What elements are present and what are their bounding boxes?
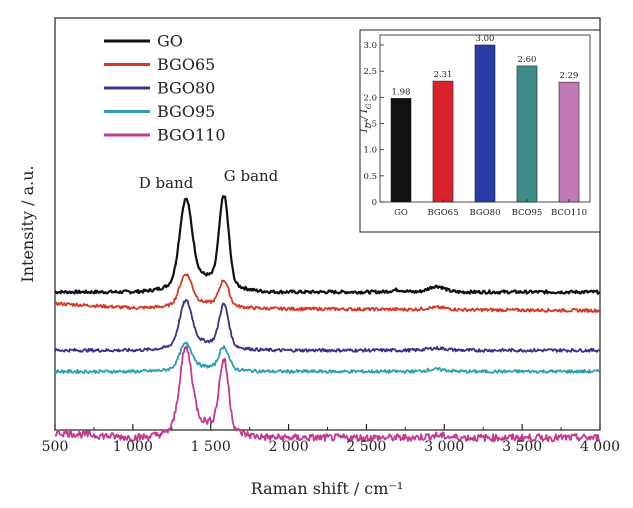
inset-y-tick-label: 0 (372, 198, 377, 208)
inset-y-tick-label: 1.0 (363, 146, 377, 156)
inset-y-tick-label: 3.0 (363, 41, 377, 51)
inset-y-tick-label: 2.5 (363, 67, 377, 77)
inset-value-label: 2.60 (518, 55, 537, 65)
x-tick-label: 500 (42, 439, 69, 455)
inset-category-label: BGO80 (470, 208, 501, 218)
x-tick-label: 2 500 (346, 439, 386, 455)
inset-category-label: BGO65 (428, 208, 459, 218)
inset-value-label: 1.98 (392, 87, 411, 97)
main-chart: 500 1 000 1 500 2 000 2 500 3 000 3 500 4 000 R… (18, 17, 620, 498)
inset-y-tick-label: 1.5 (363, 120, 377, 130)
x-tick-label: 3 500 (502, 439, 542, 455)
d-band-annotation: D band (139, 174, 194, 192)
x-tick-label: 1 500 (191, 439, 231, 455)
series-line-bgo65 (55, 273, 601, 314)
series-line-bgo110 (54, 345, 601, 443)
inset-bar-chart: 0 0.5 1.0 1.5 2.0 2.5 3.0 1.98 GO 2.31 BGO65 3.00 B… (359, 29, 601, 233)
series-line-bgo80 (54, 299, 600, 353)
inset-value-label: 2.29 (560, 71, 579, 81)
inset-value-label: 2.31 (434, 70, 453, 80)
inset-y-ticks: 0 0.5 1.0 1.5 2.0 2.5 3.0 (363, 41, 384, 208)
x-tick-label: 3 000 (424, 439, 464, 455)
legend-label: BGO65 (157, 55, 215, 74)
inset-bar-bgo65 (432, 80, 454, 203)
inset-bars: 1.98 GO 2.31 BGO65 3.00 BGO80 2.60 BCO95 2.29 BCO… (390, 34, 587, 218)
x-tick-label: 1 000 (113, 439, 153, 455)
inset-category-label: BCO95 (512, 208, 543, 218)
x-tick-label: 2 000 (269, 439, 309, 455)
inset-y-tick-label: 0.5 (363, 172, 377, 182)
legend-label: BGO80 (157, 79, 215, 98)
inset-bar-bco110 (558, 81, 580, 203)
inset-y-axis-title: ID / IG (359, 103, 373, 133)
x-ticks-layer: 500 1 000 1 500 2 000 2 500 3 000 3 500 4 000 (42, 424, 620, 455)
inset-bar-bco95 (516, 65, 538, 203)
series-line-go (54, 195, 601, 295)
inset-value-label: 3.00 (476, 34, 495, 44)
x-axis-title: Raman shift / cm⁻¹ (251, 479, 404, 498)
x-tick-label: 4 000 (580, 439, 620, 455)
series-line-bgo95 (54, 341, 600, 375)
inset-bar-bgo80 (474, 44, 496, 203)
inset-category-label: GO (394, 208, 408, 218)
series-layer (54, 195, 601, 443)
legend-label: GO (157, 32, 183, 51)
inset-category-label: BCO110 (551, 208, 587, 218)
legend-label: BGO95 (157, 102, 215, 121)
y-axis-title: Intensity / a.u. (18, 165, 37, 282)
legend-label: BGO110 (157, 126, 226, 145)
legend: GO BGO65 BGO80 BGO95 BGO110 (104, 32, 226, 145)
inset-bar-go (390, 98, 412, 203)
g-band-annotation: G band (224, 167, 279, 185)
inset-y-tick-label: 2.0 (363, 93, 377, 103)
